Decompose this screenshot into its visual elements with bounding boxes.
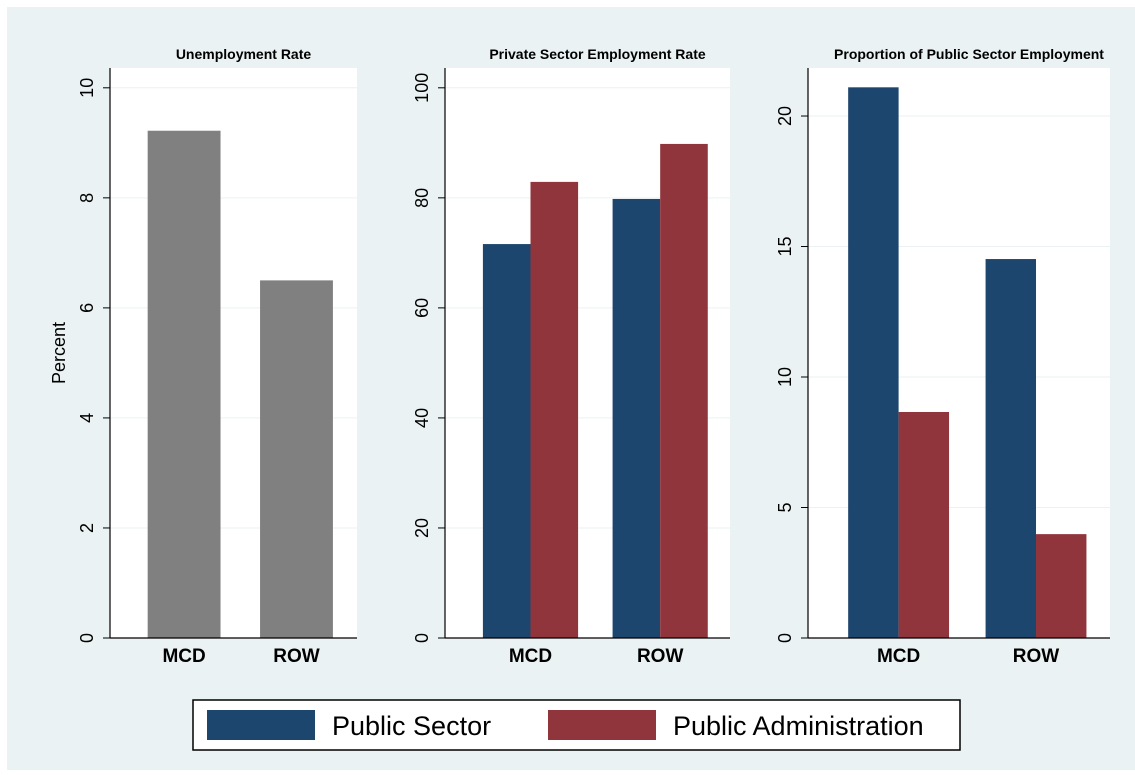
x-tick-label: ROW xyxy=(273,646,320,667)
x-tick-label: ROW xyxy=(637,646,684,667)
y-tick-label: 8 xyxy=(77,193,97,203)
y-tick-label: 2 xyxy=(77,523,97,533)
y-tick-label: 20 xyxy=(775,106,795,126)
panel-title: Proportion of Public Sector Employment xyxy=(834,46,1104,62)
y-tick-label: 100 xyxy=(412,73,432,103)
y-tick-label: 15 xyxy=(775,237,795,257)
y-tick-label: 6 xyxy=(77,303,97,313)
y-tick-label: 5 xyxy=(775,502,795,512)
y-tick-label: 10 xyxy=(775,367,795,387)
bar xyxy=(260,280,333,638)
panel-title: Private Sector Employment Rate xyxy=(489,46,706,62)
legend-swatch xyxy=(548,710,656,740)
y-tick-label: 0 xyxy=(412,633,432,643)
x-tick-label: MCD xyxy=(877,646,920,667)
y-axis-label: Percent xyxy=(49,322,69,384)
bar xyxy=(848,87,899,639)
legend-label: Public Administration xyxy=(673,711,924,741)
x-tick-label: MCD xyxy=(509,646,552,667)
y-tick-label: 40 xyxy=(412,408,432,428)
y-tick-label: 60 xyxy=(412,298,432,318)
x-tick-label: ROW xyxy=(1013,646,1060,667)
x-tick-label: MCD xyxy=(162,646,205,667)
bar xyxy=(530,181,579,639)
panel-title: Unemployment Rate xyxy=(176,46,312,62)
bar xyxy=(612,198,661,638)
y-tick-label: 10 xyxy=(77,78,97,98)
y-tick-label: 0 xyxy=(775,633,795,643)
legend-label: Public Sector xyxy=(332,711,491,741)
y-tick-label: 80 xyxy=(412,188,432,208)
y-tick-label: 20 xyxy=(412,518,432,538)
bar xyxy=(660,143,708,638)
bar xyxy=(898,411,950,638)
bar xyxy=(1036,534,1087,638)
bar xyxy=(147,130,221,639)
y-tick-label: 4 xyxy=(77,413,97,423)
legend-swatch xyxy=(207,710,315,740)
y-tick-label: 0 xyxy=(77,633,97,643)
bar xyxy=(985,259,1037,638)
bar xyxy=(482,244,531,639)
